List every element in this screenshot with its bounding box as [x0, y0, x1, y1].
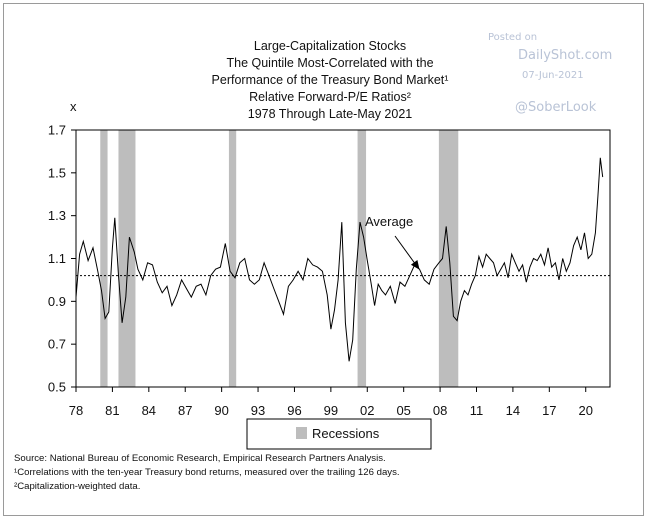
watermark-site: DailyShot.com: [518, 48, 613, 63]
legend-label-recessions: Recessions: [312, 426, 380, 441]
x-tick-label: 08: [433, 403, 447, 418]
x-tick-label: 05: [396, 403, 410, 418]
x-tick-label: 11: [470, 403, 484, 418]
y-tick-label: 1.1: [48, 251, 66, 266]
title-line-1: Large-Capitalization Stocks: [253, 39, 407, 53]
watermark-handle: @SoberLook: [515, 100, 597, 115]
footnote-2: ²Capitalization-weighted data.: [14, 481, 141, 492]
recession-band-4: [357, 130, 367, 387]
x-tick-label: 78: [69, 403, 83, 418]
y-axis: 0.5 0.7 0.9 1.1 1.3 1.5 1.7: [48, 123, 76, 395]
x-tick-label: 84: [142, 403, 156, 418]
x-tick-label: 17: [542, 403, 556, 418]
x-tick-label: 87: [178, 403, 192, 418]
recession-bands: [100, 130, 459, 387]
y-tick-label: 1.5: [48, 165, 66, 180]
title-line-5: 1978 Through Late-May 2021: [247, 107, 413, 121]
x-tick-label: 90: [214, 403, 228, 418]
average-arrowhead: [410, 260, 420, 270]
watermark-posted-on: Posted on: [488, 32, 538, 43]
legend-box: [246, 418, 432, 450]
footnotes: Source: National Bureau of Economic Rese…: [14, 452, 634, 494]
x-tick-label: 99: [324, 403, 338, 418]
title-line-4: Relative Forward-P/E Ratios²: [249, 90, 411, 104]
footnote-1: ¹Correlations with the ten-year Treasury…: [14, 467, 400, 478]
x-tick-label: 02: [360, 403, 374, 418]
x-axis: 78 81 84 87 90 93 96 99 02 05 08 11 14 17 20: [69, 387, 593, 418]
x-tick-label: 93: [251, 403, 265, 418]
recession-band-2: [118, 130, 136, 387]
chart-title: Large-Capitalization Stocks The Quintile…: [150, 38, 510, 123]
y-tick-label: 1.7: [48, 123, 66, 138]
y-unit-label: x: [70, 99, 77, 114]
series-line: [75, 157, 604, 362]
watermark-date: 07-Jun-2021: [522, 70, 584, 81]
average-arrow: [394, 235, 417, 266]
recession-band-3: [228, 130, 237, 387]
title-line-2: The Quintile Most-Correlated with the: [226, 56, 434, 70]
x-tick-label: 81: [105, 403, 119, 418]
average-label: Average: [365, 214, 413, 229]
title-line-3: Performance of the Treasury Bond Market¹: [211, 73, 449, 87]
recession-band-5: [438, 130, 459, 387]
legend-swatch-recessions: [296, 427, 307, 439]
recession-band-1: [100, 130, 108, 387]
x-tick-label: 20: [578, 403, 592, 418]
y-tick-label: 0.5: [48, 380, 66, 395]
legend: Recessions: [246, 418, 432, 450]
footnote-source: Source: National Bureau of Economic Rese…: [14, 453, 386, 464]
x-tick-label: 14: [506, 403, 520, 418]
y-tick-label: 0.9: [48, 294, 66, 309]
y-tick-label: 1.3: [48, 208, 66, 223]
x-tick-label: 96: [287, 403, 301, 418]
y-tick-label: 0.7: [48, 337, 66, 352]
